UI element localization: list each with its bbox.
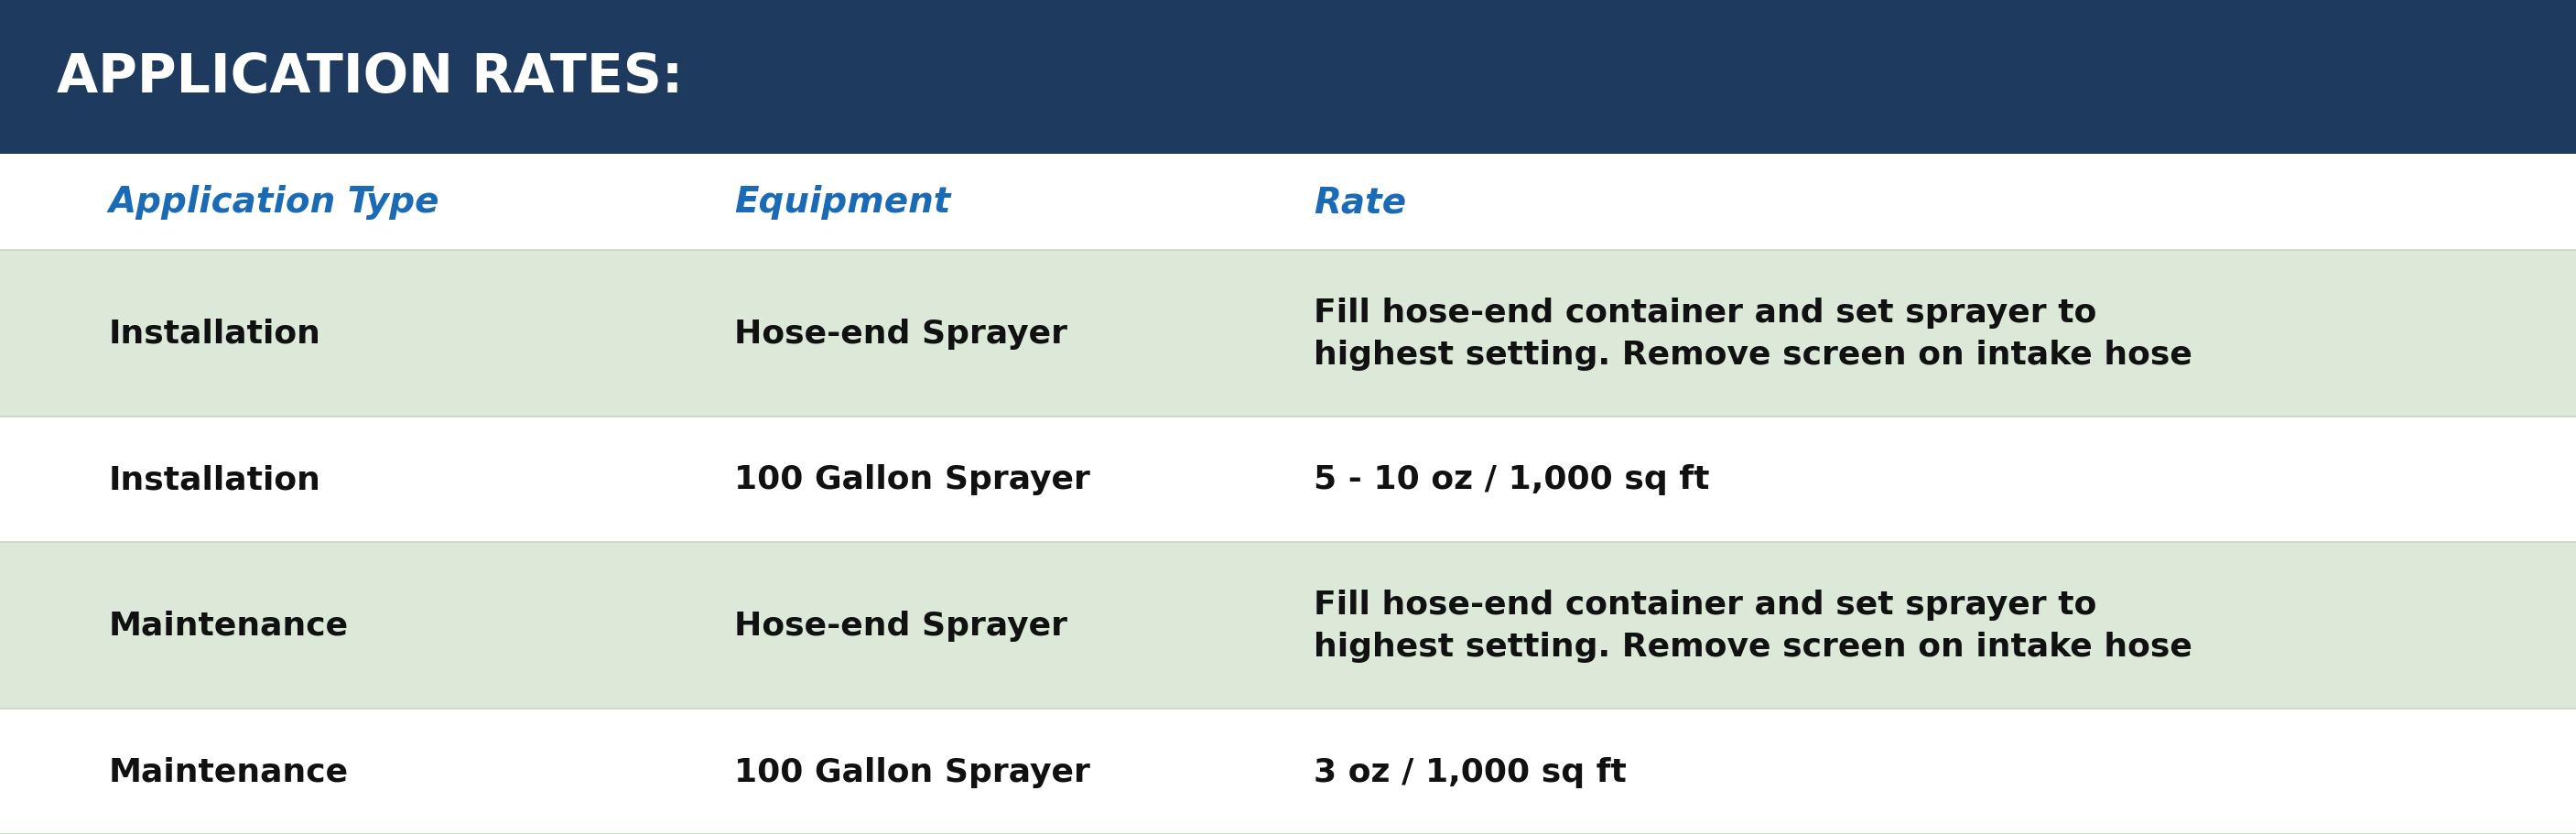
Text: Installation: Installation [108, 464, 319, 495]
Text: Application Type: Application Type [108, 185, 438, 219]
Bar [0, 417, 2576, 542]
Bar [0, 154, 2576, 250]
Text: Fill hose-end container and set sprayer to
highest setting. Remove screen on int: Fill hose-end container and set sprayer … [1314, 589, 2192, 662]
Bar [0, 542, 2576, 709]
Text: Maintenance: Maintenance [108, 756, 348, 787]
Text: Fill hose-end container and set sprayer to
highest setting. Remove screen on int: Fill hose-end container and set sprayer … [1314, 297, 2192, 370]
Text: Maintenance: Maintenance [108, 610, 348, 641]
Text: Hose-end Sprayer: Hose-end Sprayer [734, 610, 1066, 641]
Text: 3 oz / 1,000 sq ft: 3 oz / 1,000 sq ft [1314, 756, 1625, 787]
Text: Rate: Rate [1314, 185, 1406, 219]
Bar [0, 0, 2576, 154]
Text: Hose-end Sprayer: Hose-end Sprayer [734, 318, 1066, 349]
Text: APPLICATION RATES:: APPLICATION RATES: [57, 51, 683, 103]
Bar [0, 709, 2576, 834]
Text: Equipment: Equipment [734, 185, 951, 219]
Text: 100 Gallon Sprayer: 100 Gallon Sprayer [734, 464, 1090, 495]
Bar [0, 250, 2576, 417]
Text: 5 - 10 oz / 1,000 sq ft: 5 - 10 oz / 1,000 sq ft [1314, 464, 1710, 495]
Text: Installation: Installation [108, 318, 319, 349]
Text: 100 Gallon Sprayer: 100 Gallon Sprayer [734, 756, 1090, 787]
